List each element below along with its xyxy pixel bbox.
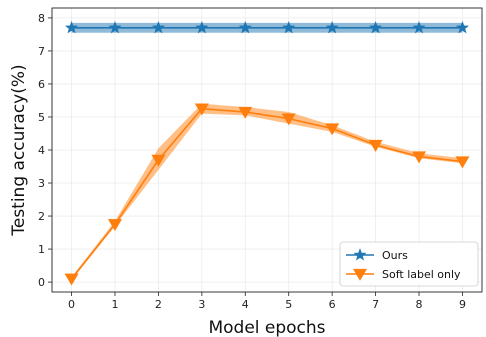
soft-label-only-line	[70, 107, 463, 280]
y-tick-label: 7	[38, 45, 45, 58]
y-tick-label: 6	[38, 78, 45, 91]
x-tick-label: 6	[329, 298, 336, 311]
legend-label: Ours	[382, 249, 408, 262]
legend-box	[339, 241, 479, 287]
series-lines	[70, 27, 463, 280]
x-tick-label: 7	[372, 298, 379, 311]
ours-point	[369, 20, 383, 34]
x-tick-label: 3	[198, 298, 205, 311]
ours-point	[325, 20, 339, 34]
soft-label-only-point	[411, 151, 427, 164]
y-tick-label: 3	[38, 177, 45, 190]
y-tick-label: 0	[38, 276, 45, 289]
x-tick-label: 4	[242, 298, 249, 311]
x-axis-label: Model epochs	[208, 318, 325, 337]
legend: Ours Soft label only	[339, 241, 479, 287]
y-tick-label: 5	[38, 111, 45, 124]
series-markers	[64, 20, 470, 286]
ours-point	[412, 20, 426, 34]
x-tick-label: 8	[416, 298, 423, 311]
x-tick-label: 0	[68, 298, 75, 311]
soft-label-only-point	[238, 106, 253, 119]
y-tick-label: 2	[38, 210, 45, 223]
soft-label-only-point	[281, 113, 296, 126]
soft-label-only-point	[455, 156, 470, 169]
ours-point	[282, 20, 296, 34]
x-tick-label: 2	[155, 298, 162, 311]
soft-label-only-point	[107, 219, 123, 232]
ours-point	[151, 20, 165, 34]
ours-point	[455, 20, 469, 34]
ours-point	[195, 20, 209, 34]
soft-label-only-point	[151, 154, 166, 167]
soft-label-only-legend-marker	[352, 268, 368, 281]
soft-label-only-point	[64, 273, 79, 286]
y-axis-ticks: 0 1 2 3 4 5 6 7 8	[38, 12, 52, 289]
soft-label-only-point	[368, 139, 383, 152]
soft-label-only-point	[194, 103, 209, 116]
ours-point	[65, 20, 79, 34]
ours-point	[108, 20, 122, 34]
y-axis-label: Testing accuracy(%)	[9, 64, 29, 236]
y-tick-label: 4	[38, 144, 45, 157]
ours-legend-marker	[353, 248, 367, 261]
grid	[52, 8, 482, 292]
y-tick-label: 1	[38, 243, 45, 256]
soft-label-only-point	[325, 123, 340, 136]
ours-point	[238, 20, 252, 34]
x-tick-label: 1	[111, 298, 118, 311]
y-tick-label: 8	[38, 12, 45, 25]
legend-label: Soft label only	[382, 268, 461, 281]
x-axis-ticks: 0 1 2 3 4 5 6 7 8 9	[68, 292, 466, 311]
x-tick-label: 9	[459, 298, 466, 311]
x-tick-label: 5	[285, 298, 292, 311]
